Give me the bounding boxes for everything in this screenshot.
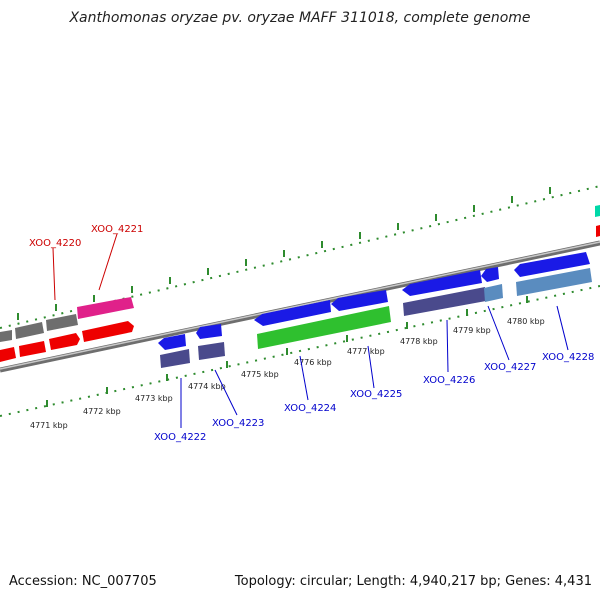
gene-feature-xoo-4221	[77, 297, 134, 319]
gene-feature-xoo-4223-a	[196, 324, 222, 339]
gene-feature-xoo-4224-a	[254, 300, 331, 326]
scale-label-4774: 4774 kbp	[188, 382, 226, 391]
blue-features	[158, 252, 590, 350]
gene-feature-xoo-4227-b	[484, 284, 503, 302]
scale-label-4778: 4778 kbp	[400, 337, 438, 346]
gene-feature	[596, 225, 600, 237]
gene-feature-xoo-4222-b	[160, 349, 190, 368]
gene-feature-xoo-4224-b	[257, 306, 391, 349]
gene-feature	[0, 347, 16, 362]
gene-label-xoo-4220[interactable]: XOO_4220	[29, 238, 81, 249]
gene-feature-xoo-4225	[331, 290, 388, 311]
scale-label-4773: 4773 kbp	[135, 394, 173, 403]
scale-label-4775: 4775 kbp	[241, 370, 279, 379]
gene-feature-xoo-4227-a	[481, 267, 499, 282]
scale-labels: 4771 kbp 4772 kbp 4773 kbp 4774 kbp 4775…	[30, 317, 545, 430]
gene-label-xoo-4222[interactable]: XOO_4222	[154, 432, 206, 443]
accession-label: Accession: NC_007705	[9, 574, 157, 589]
scale-label-4779: 4779 kbp	[453, 326, 491, 335]
gene-label-xoo-4224[interactable]: XOO_4224	[284, 403, 336, 414]
gene-label-xoo-4221[interactable]: XOO_4221	[91, 224, 143, 235]
inner-tick-ring	[0, 285, 600, 417]
gene-label-xoo-4225[interactable]: XOO_4225	[350, 389, 402, 400]
upper-features-left	[0, 205, 600, 362]
gene-feature-xoo-4223-b	[198, 342, 225, 360]
gene-feature	[0, 330, 12, 342]
gene-feature	[46, 314, 78, 331]
genome-summary: Topology: circular; Length: 4,940,217 bp…	[234, 574, 592, 589]
gene-labels: XOO_4220 XOO_4221 XOO_4222 XOO_4223 XOO_…	[29, 224, 594, 443]
gene-feature	[15, 322, 44, 339]
scale-label-4776: 4776 kbp	[294, 358, 332, 367]
gene-label-xoo-4228[interactable]: XOO_4228	[542, 352, 594, 363]
gene-label-xoo-4226[interactable]: XOO_4226	[423, 375, 475, 386]
map-title: Xanthomonas oryzae pv. oryzae MAFF 31101…	[69, 10, 531, 26]
gene-feature-xoo-4228-b	[516, 268, 592, 296]
gene-feature-xoo-4226-a	[402, 270, 482, 296]
gene-feature	[595, 205, 600, 217]
scale-label-4772: 4772 kbp	[83, 407, 121, 416]
gene-feature-xoo-4228-a	[514, 252, 590, 277]
gene-feature	[19, 341, 46, 357]
gene-feature	[49, 333, 80, 350]
gene-feature	[82, 321, 134, 342]
scale-label-4777: 4777 kbp	[347, 347, 385, 356]
outer-tick-ring	[0, 185, 600, 329]
gene-label-xoo-4223[interactable]: XOO_4223	[212, 418, 264, 429]
label-leaders	[52, 233, 569, 428]
scale-label-4780: 4780 kbp	[507, 317, 545, 326]
gene-feature-xoo-4226-b	[403, 287, 486, 316]
gene-label-xoo-4227[interactable]: XOO_4227	[484, 362, 536, 373]
scale-label-4771: 4771 kbp	[30, 421, 68, 430]
lower-dark-features	[160, 268, 592, 368]
gene-feature-xoo-4222-a	[158, 334, 186, 350]
